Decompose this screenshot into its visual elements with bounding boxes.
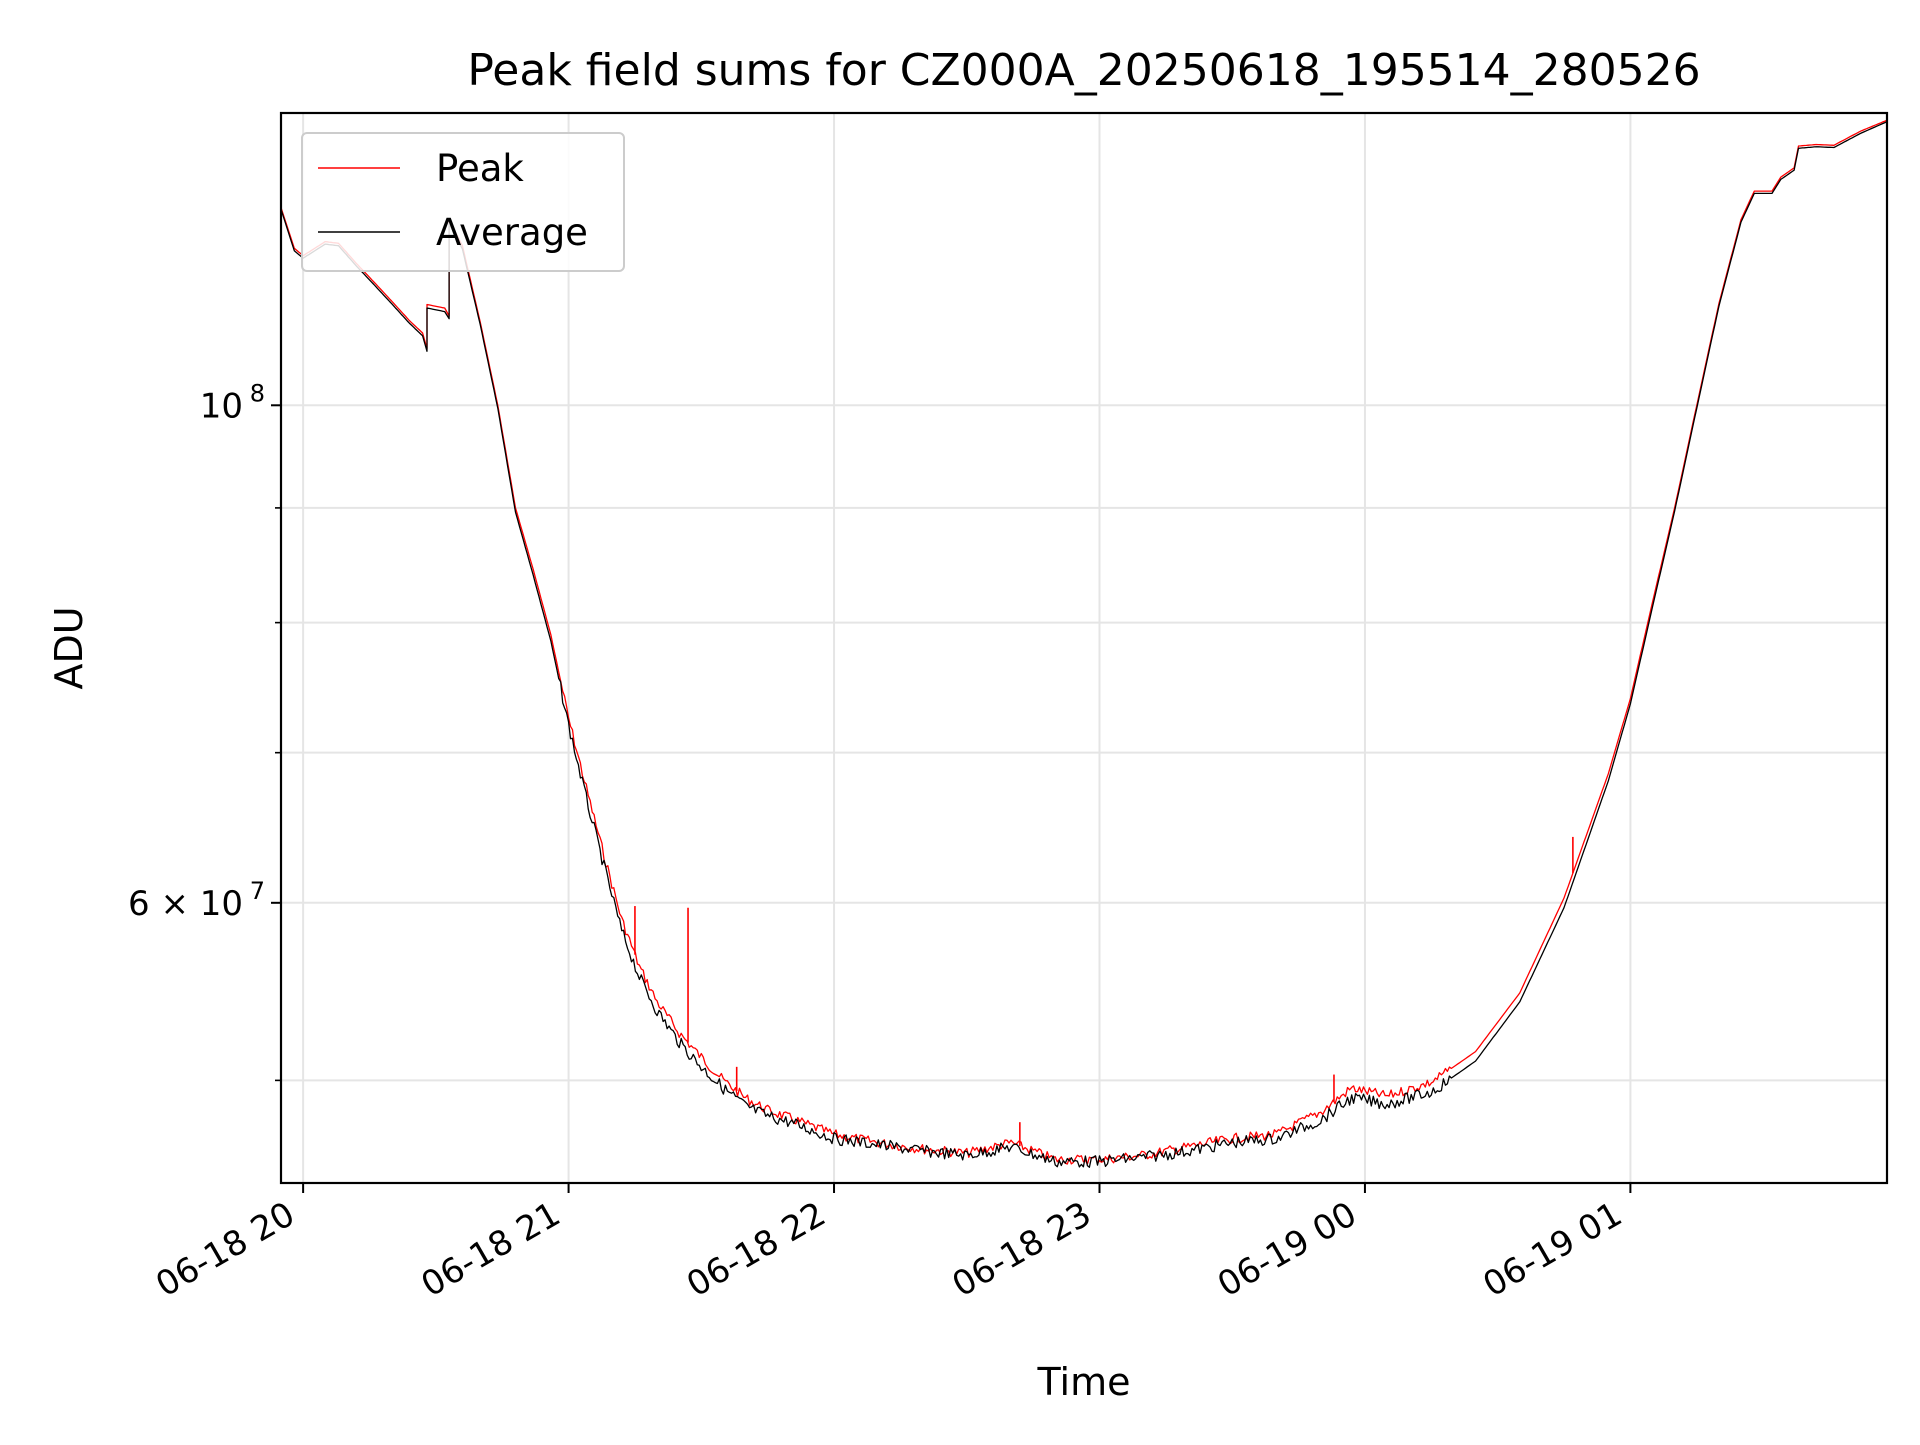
- y-tick-label-base: 6 × 10: [128, 884, 243, 924]
- chart-title: Peak field sums for CZ000A_20250618_1955…: [467, 45, 1700, 96]
- y-tick-exponent: 8: [250, 379, 265, 407]
- y-tick-label-base: 10: [200, 386, 243, 426]
- y-tick-label: 6 × 10: [128, 884, 243, 924]
- series-layer: [280, 119, 1888, 1168]
- x-axis-label: Time: [1037, 1360, 1131, 1404]
- legend-label-average: Average: [436, 211, 588, 254]
- legend: Peak Average: [301, 132, 625, 272]
- plot-frame: [279, 111, 1889, 1185]
- y-tick-exponent: 7: [250, 877, 265, 905]
- y-tick-label: 10: [200, 386, 243, 426]
- y-axis-label: ADU: [47, 606, 91, 689]
- series-line-average: [280, 121, 1888, 1168]
- grid-layer: [281, 113, 1887, 1183]
- legend-label-peak: Peak: [436, 147, 524, 190]
- series-line-peak: [280, 119, 1888, 1165]
